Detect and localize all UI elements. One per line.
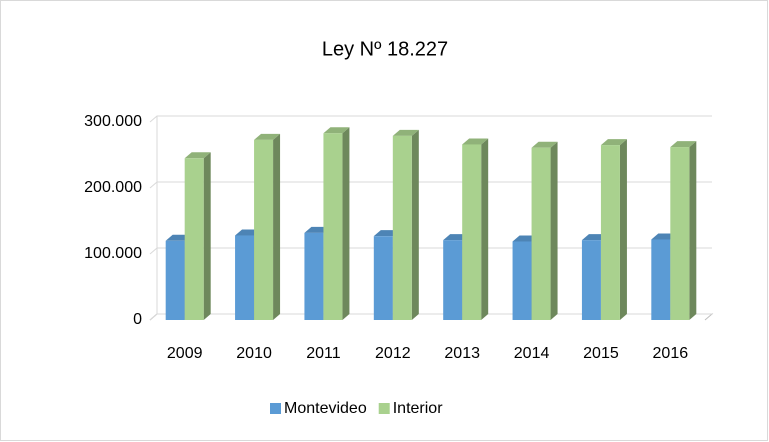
bar-front — [304, 232, 324, 320]
bar-side — [689, 141, 697, 320]
bar-front — [443, 240, 463, 320]
bar-front — [165, 240, 185, 320]
x-tick-label: 2011 — [306, 345, 341, 362]
x-tick-label: 2009 — [167, 345, 203, 362]
bar — [392, 129, 419, 320]
bar-top — [184, 152, 211, 159]
x-tick-label: 2015 — [583, 345, 619, 362]
bar-front — [235, 235, 255, 320]
bar-front — [651, 239, 671, 320]
bar-top — [531, 141, 558, 148]
bar-top — [392, 129, 419, 136]
bar-front — [323, 133, 343, 320]
bar — [670, 141, 697, 320]
bar — [184, 152, 211, 320]
x-tick-label: 2010 — [236, 345, 272, 362]
bar-top — [254, 133, 281, 140]
bar-side — [411, 129, 419, 320]
bar-top — [670, 141, 697, 148]
bar-front — [462, 144, 482, 320]
chart-title: Ley Nº 18.227 — [322, 38, 448, 60]
bar-front — [512, 241, 532, 320]
bar-front — [531, 147, 551, 320]
x-tick-label: 2014 — [514, 345, 550, 362]
bar-front — [600, 145, 620, 320]
bar-side — [550, 141, 558, 320]
bar — [254, 133, 281, 320]
legend-label: Interior — [393, 400, 443, 417]
bar-side — [619, 139, 627, 320]
x-tick-label: 2012 — [375, 345, 411, 362]
bar-side — [203, 152, 211, 320]
bar-front — [392, 135, 412, 320]
bar-front — [254, 139, 274, 320]
x-tick-label: 2013 — [444, 345, 480, 362]
bar-front — [581, 240, 601, 320]
bar-side — [481, 138, 489, 320]
bar-side — [342, 127, 350, 320]
bar-top — [462, 138, 489, 145]
legend-swatch — [270, 403, 281, 414]
y-tick-label: 300.000 — [84, 113, 142, 130]
x-tick-label: 2016 — [653, 345, 689, 362]
bar-top — [600, 139, 627, 146]
bar — [462, 138, 489, 320]
bar-front — [670, 147, 690, 320]
legend-label: Montevideo — [284, 400, 367, 417]
y-tick-label: 200.000 — [84, 179, 142, 196]
bar — [600, 139, 627, 320]
bar-side — [273, 133, 281, 320]
bar — [531, 141, 558, 320]
legend-swatch — [378, 403, 390, 414]
bar-front — [184, 158, 204, 320]
bar-top — [323, 127, 350, 134]
y-tick-label: 100.000 — [84, 245, 142, 262]
y-tick-label: 0 — [133, 311, 142, 328]
bar-front — [373, 236, 393, 320]
bar — [323, 127, 350, 320]
